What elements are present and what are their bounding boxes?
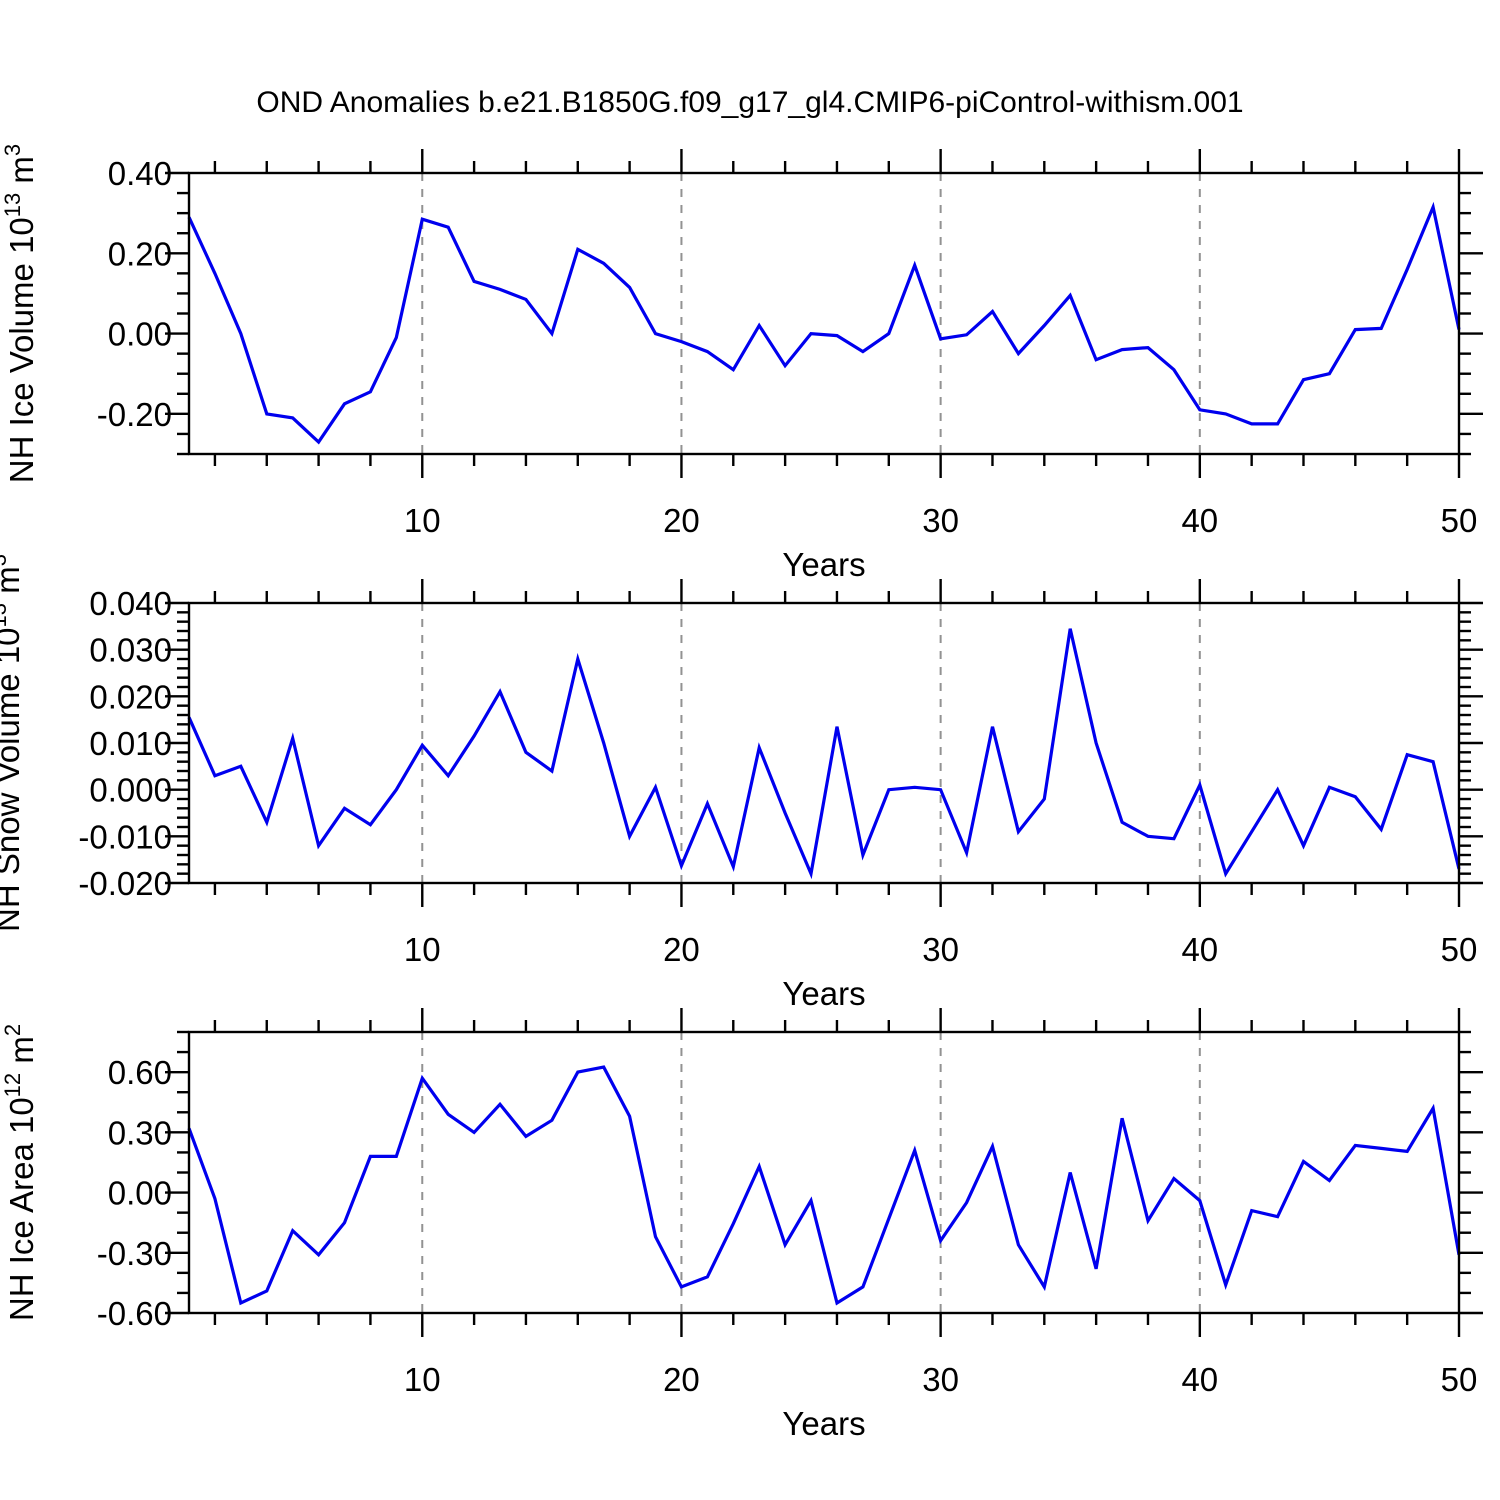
series-line xyxy=(187,1065,1461,1306)
y-axis-title: NH Snow Volume 1013 m3 xyxy=(0,554,26,932)
y-tick-labels: 0.60 0.30 0.00 -0.30 -0.60 xyxy=(97,1054,172,1332)
x-tick-label: 10 xyxy=(404,1361,441,1398)
x-tick-label: 30 xyxy=(922,931,959,968)
y-tick-label: 0.30 xyxy=(108,1114,172,1151)
panel-nh-ice-area: 10 20 30 40 50 0.60 0.30 0.00 -0.30 -0.60 Years NH … xyxy=(0,1008,1483,1442)
y-tick-labels: 0.040 0.030 0.020 0.010 0.000 -0.010 -0.020 xyxy=(78,585,172,902)
axis-ticks xyxy=(165,1008,1483,1337)
x-tick-label: 50 xyxy=(1441,1361,1478,1398)
y-tick-label: 0.40 xyxy=(108,155,172,192)
y-tick-label: 0.010 xyxy=(89,725,172,762)
panel-nh-ice-volume: 10 20 30 40 50 0.40 0.20 0.00 -0.20 Years NH Ice V… xyxy=(0,144,1483,583)
y-tick-label: 0.030 xyxy=(89,632,172,669)
y-tick-label: 0.60 xyxy=(108,1054,172,1091)
x-tick-label: 40 xyxy=(1181,1361,1218,1398)
panel-nh-snow-volume: 10 20 30 40 50 0.040 0.030 0.020 0.010 0.000 -0.01… xyxy=(0,554,1483,1012)
y-tick-label: -0.010 xyxy=(78,818,172,855)
x-axis-title: Years xyxy=(782,1405,865,1442)
x-tick-label: 10 xyxy=(404,502,441,539)
axis-box xyxy=(187,601,1461,885)
x-tick-label: 40 xyxy=(1181,931,1218,968)
x-tick-label: 30 xyxy=(922,1361,959,1398)
y-tick-label: 0.00 xyxy=(108,316,172,353)
y-axis-title: NH Ice Area 1012 m2 xyxy=(0,1024,40,1321)
series-line xyxy=(187,628,1461,880)
x-tick-label: 20 xyxy=(663,931,700,968)
y-tick-label: 0.00 xyxy=(108,1175,172,1212)
gridlines xyxy=(421,1032,1201,1313)
y-tick-label: -0.20 xyxy=(97,396,172,433)
y-axis-title: NH Ice Volume 1013 m3 xyxy=(0,144,40,483)
x-axis-title: Years xyxy=(782,975,865,1012)
x-tick-label: 20 xyxy=(663,502,700,539)
axis-box xyxy=(187,1030,1461,1315)
y-tick-label: 0.20 xyxy=(108,235,172,272)
y-tick-labels: 0.40 0.20 0.00 -0.20 xyxy=(97,155,172,433)
x-tick-labels: 10 20 30 40 50 xyxy=(404,1361,1477,1398)
y-tick-label: -0.020 xyxy=(78,865,172,902)
figure-title: OND Anomalies b.e21.B1850G.f09_g17_gl4.C… xyxy=(256,86,1243,119)
gridlines xyxy=(421,603,1201,883)
axis-ticks xyxy=(165,149,1483,478)
x-tick-label: 40 xyxy=(1181,502,1218,539)
y-tick-label: 0.040 xyxy=(89,585,172,622)
y-tick-label: 0.020 xyxy=(89,678,172,715)
y-tick-label: -0.30 xyxy=(97,1235,172,1272)
x-tick-label: 30 xyxy=(922,502,959,539)
x-tick-label: 50 xyxy=(1441,931,1478,968)
x-tick-label: 20 xyxy=(663,1361,700,1398)
axis-ticks xyxy=(165,579,1483,907)
x-tick-label: 10 xyxy=(404,931,441,968)
x-tick-labels: 10 20 30 40 50 xyxy=(404,931,1477,968)
y-tick-label: 0.000 xyxy=(89,772,172,809)
gridlines xyxy=(421,173,1201,454)
series-line xyxy=(187,201,1461,445)
x-axis-title: Years xyxy=(782,546,865,583)
axis-box xyxy=(187,171,1461,456)
x-tick-labels: 10 20 30 40 50 xyxy=(404,502,1477,539)
x-tick-label: 50 xyxy=(1441,502,1478,539)
y-tick-label: -0.60 xyxy=(97,1295,172,1332)
